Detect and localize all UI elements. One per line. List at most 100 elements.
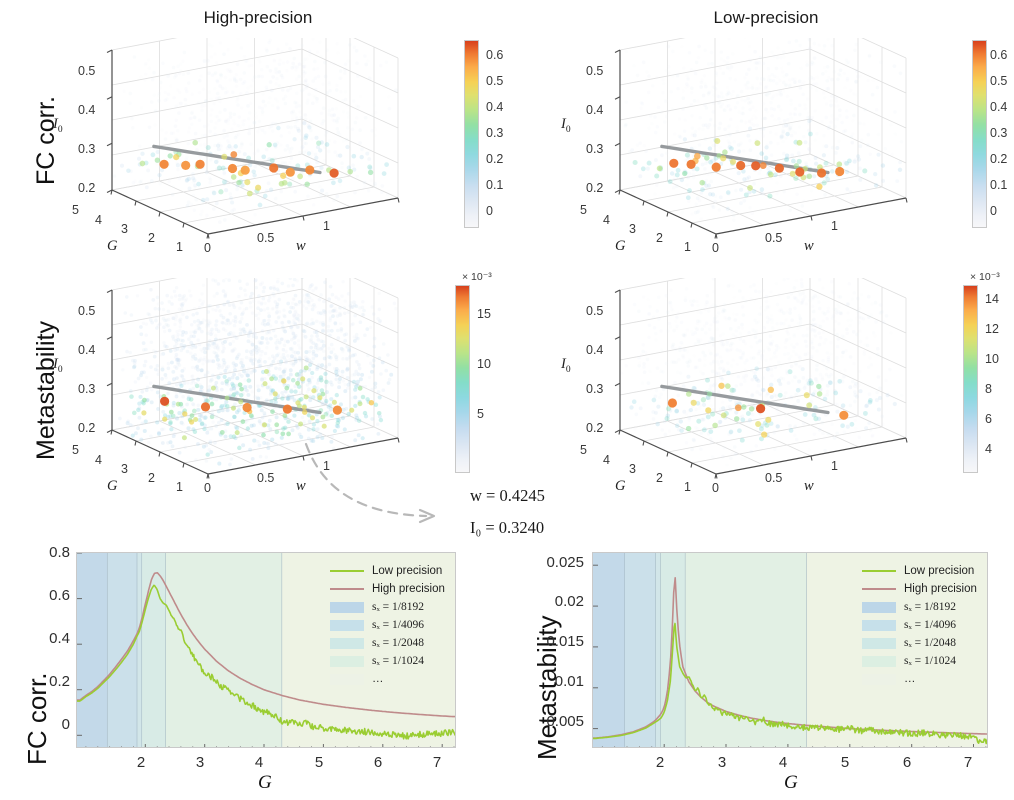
y-tick: 0 [204, 481, 211, 495]
chart-ms-xtick: 4 [778, 754, 788, 771]
y-tick: 0.5 [257, 471, 275, 485]
x-tick: 4 [95, 213, 102, 227]
chart-ms-ytick: 0.01 [554, 673, 584, 690]
legend-item-band-more: … [330, 670, 480, 688]
annotation-arrow-icon [304, 442, 436, 524]
colorbar-tick: 0.4 [486, 100, 504, 114]
chart-fc-ytick: 0.6 [49, 587, 70, 604]
z-tick: 0.3 [586, 382, 604, 396]
legend-item-band-8192: sₓ = 1/8192 [862, 598, 1012, 616]
legend-label: sₓ = 1/1024 [904, 655, 956, 667]
colorbar-tick: 10 [985, 352, 999, 366]
chart-fc-xlabel: G [258, 772, 272, 793]
panel-fc-high [60, 38, 430, 263]
legend-band-swatch [330, 620, 364, 631]
z-axis-label: I0 [561, 116, 571, 135]
legend-label: Low precision [372, 565, 443, 577]
chart-ms-xtick: 7 [963, 754, 973, 771]
x-axis-label: G [615, 238, 626, 254]
y-tick: 1 [323, 459, 330, 473]
chart-ms-xtick: 6 [902, 754, 912, 771]
legend-label: sₓ = 1/8192 [904, 601, 956, 613]
legend-item-low-precision: Low precision [330, 562, 480, 580]
panel-fc-low [568, 38, 938, 263]
colorbar-tick: 0.2 [486, 152, 504, 166]
z-tick: 0.2 [586, 421, 604, 435]
chart-ms-xtick: 3 [717, 754, 727, 771]
chart-fc-xtick: 7 [432, 754, 442, 771]
colorbar-fc-low [972, 40, 987, 228]
chart-ms-ytick: 0.015 [546, 633, 584, 650]
legend-label: sₓ = 1/8192 [372, 601, 424, 613]
legend-band-swatch [330, 656, 364, 667]
colorbar-tick: 0.6 [486, 48, 504, 62]
x-axis-label: G [107, 238, 118, 254]
z-axis-label: I0 [53, 116, 63, 135]
colorbar-tick: 0.5 [990, 74, 1008, 88]
chart-fc-ytick: 0.8 [49, 544, 70, 561]
colorbar-tick: 4 [985, 442, 992, 456]
colorbar-tick: 0.1 [486, 178, 504, 192]
y-tick: 0.5 [257, 231, 275, 245]
x-tick: 1 [684, 240, 691, 254]
y-tick: 0 [204, 241, 211, 255]
legend-label: Low precision [904, 565, 975, 577]
z-axis-label: I0 [53, 356, 63, 375]
chart-ms-ytick: 0.02 [554, 593, 584, 610]
legend-line-swatch [330, 588, 364, 590]
chart-fc-xtick: 4 [254, 754, 264, 771]
z-tick: 0.2 [78, 421, 96, 435]
legend-label: sₓ = 1/1024 [372, 655, 424, 667]
legend-label: sₓ = 1/2048 [904, 637, 956, 649]
x-tick: 4 [95, 453, 102, 467]
y-tick: 0.5 [765, 231, 783, 245]
chart-fc-ytick: 0.4 [49, 630, 70, 647]
z-tick: 0.4 [78, 343, 96, 357]
colorbar-tick: 0.5 [486, 74, 504, 88]
colorbar-tick: 0.6 [990, 48, 1008, 62]
legend-label: sₓ = 1/2048 [372, 637, 424, 649]
legend-band-swatch [330, 638, 364, 649]
chart-ms-xtick: 5 [840, 754, 850, 771]
colorbar-tick: 8 [985, 382, 992, 396]
colorbar-tick: 10 [477, 357, 491, 371]
colorbar-tick: 15 [477, 307, 491, 321]
x-tick: 5 [72, 203, 79, 217]
colorbar-tick: 0.2 [990, 152, 1008, 166]
chart-ms-ytick: 0.025 [546, 554, 584, 571]
chart-metastability-vs-g: Metastability 0.025 0.02 0.015 0.01 0.00… [508, 540, 1014, 800]
column-title-high-precision: High-precision [203, 8, 313, 27]
legend-band-swatch [862, 620, 896, 631]
x-tick: 3 [629, 222, 636, 236]
colorbar-tick: 0.3 [990, 126, 1008, 140]
x-axis-label: G [615, 478, 626, 494]
legend-item-band-2048: sₓ = 1/2048 [330, 634, 480, 652]
x-tick: 1 [176, 480, 183, 494]
x-tick: 2 [148, 231, 155, 245]
colorbar-tick: 5 [477, 407, 484, 421]
panel-ms-high [60, 278, 430, 503]
legend-band-swatch [862, 674, 896, 685]
legend-item-band-8192: sₓ = 1/8192 [330, 598, 480, 616]
chart-ms-legend: Low precision High precision sₓ = 1/8192… [862, 562, 1012, 688]
x-tick: 5 [580, 203, 587, 217]
chart-fc-xtick: 6 [373, 754, 383, 771]
x-tick: 1 [684, 480, 691, 494]
y-tick: 1 [831, 219, 838, 233]
x-tick: 1 [176, 240, 183, 254]
y-axis-label: w [804, 238, 814, 254]
chart-fc-legend: Low precision High precision sₓ = 1/8192… [330, 562, 480, 688]
legend-label: … [904, 673, 916, 685]
chart-fc-corr-vs-g: FC corr. 0.8 0.6 0.4 0.2 0 2 3 4 5 6 7 G… [0, 540, 500, 800]
y-tick: 1 [323, 219, 330, 233]
row-label-fc-corr: FC corr. [32, 96, 60, 185]
z-tick: 0.3 [586, 142, 604, 156]
legend-label: sₓ = 1/4096 [372, 619, 424, 631]
legend-line-swatch [330, 570, 364, 572]
legend-band-swatch [862, 656, 896, 667]
legend-label: … [372, 673, 384, 685]
colorbar-tick: 0 [990, 204, 997, 218]
annotation-i0-value: I₀ = 0.3240 [470, 518, 545, 537]
legend-item-low-precision: Low precision [862, 562, 1012, 580]
z-tick: 0.2 [78, 181, 96, 195]
